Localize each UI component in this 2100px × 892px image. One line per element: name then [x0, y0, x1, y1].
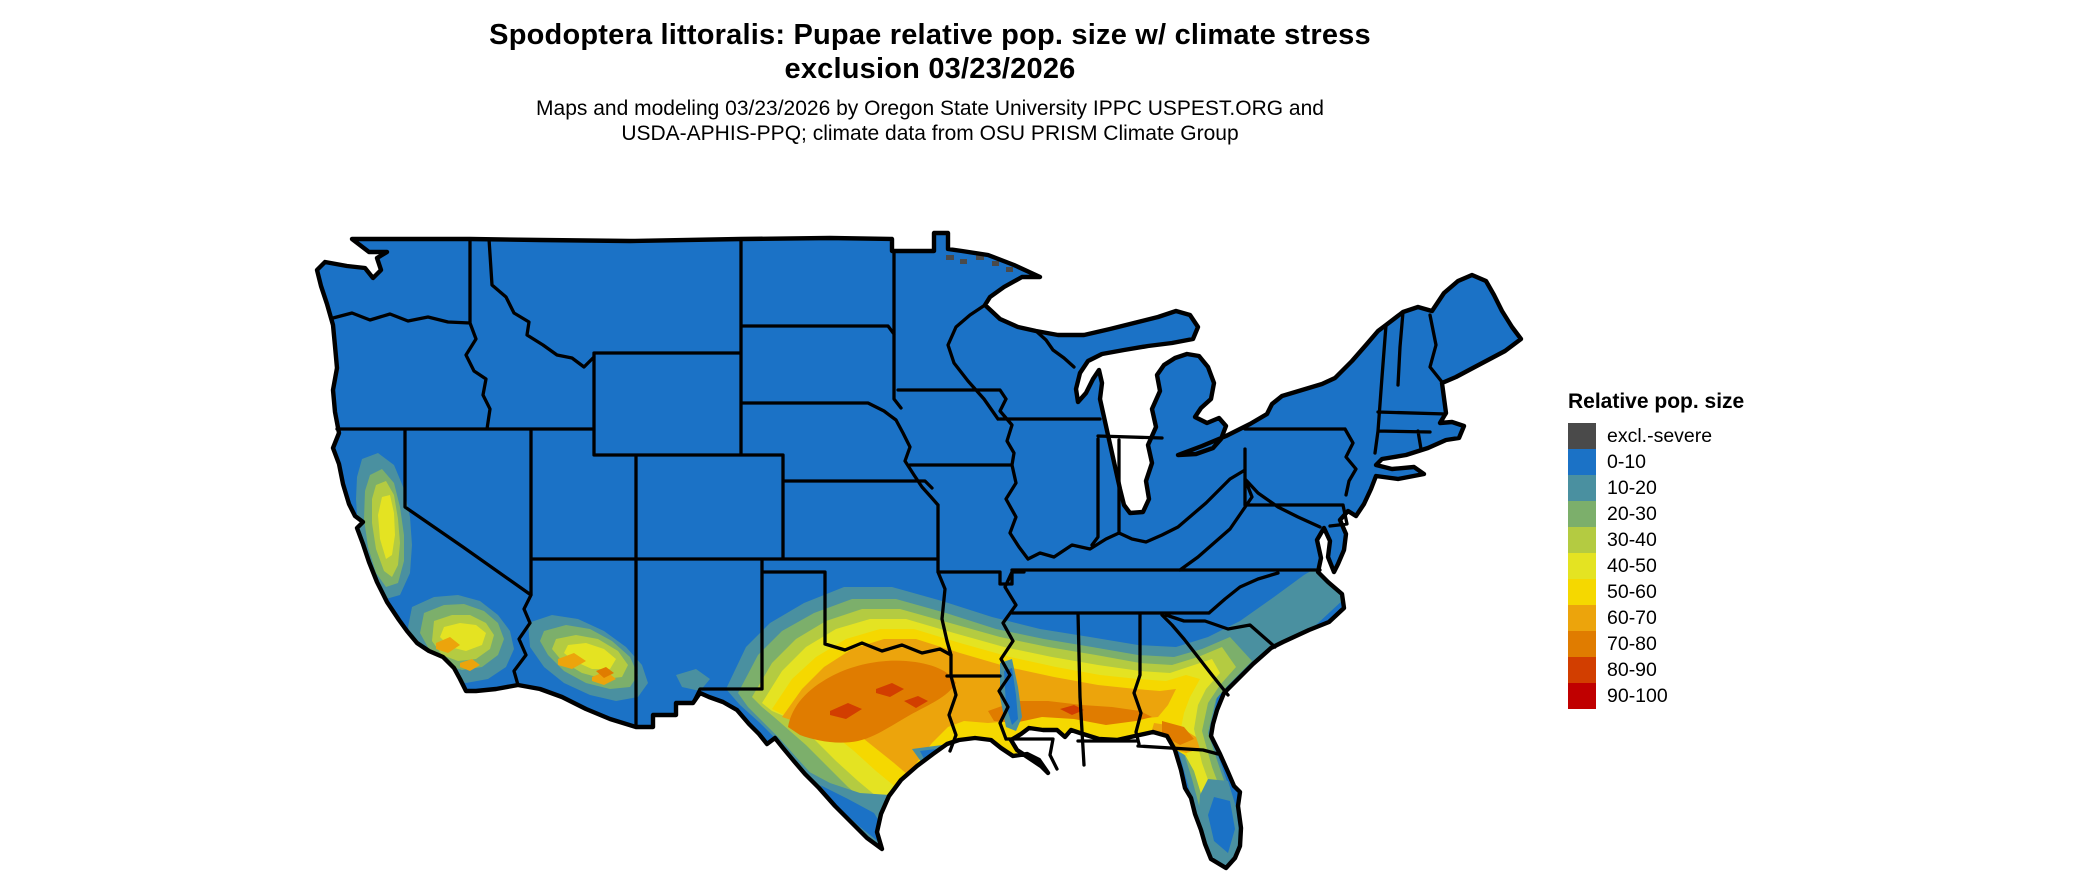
- legend-item: 40-50: [1568, 553, 1828, 579]
- figure-subtitle-line-2: USDA-APHIS-PPQ; climate data from OSU PR…: [621, 122, 1239, 145]
- legend-swatch: [1568, 449, 1596, 475]
- legend-swatch: [1568, 605, 1596, 631]
- figure-subtitle-line-1: Maps and modeling 03/23/2026 by Oregon S…: [536, 97, 1324, 120]
- legend-item: excl.-severe: [1568, 423, 1828, 449]
- legend-item: 60-70: [1568, 605, 1828, 631]
- legend-label: 80-90: [1607, 659, 1657, 681]
- figure-title-line-2: exclusion 03/23/2026: [784, 53, 1076, 85]
- legend-title: Relative pop. size: [1568, 390, 1745, 413]
- legend-item: 30-40: [1568, 527, 1828, 553]
- legend-label: 50-60: [1607, 581, 1657, 603]
- legend-swatch: [1568, 683, 1596, 709]
- legend-item: 90-100: [1568, 683, 1828, 709]
- figure-subtitle: Maps and modeling 03/23/2026 by Oregon S…: [0, 96, 1860, 146]
- us-outline: [314, 230, 1524, 871]
- legend-label: 30-40: [1607, 529, 1657, 551]
- region-excl-severe-specks: [946, 255, 1013, 272]
- figure-title-line-1: Spodoptera littoralis: Pupae relative po…: [489, 19, 1371, 51]
- region-70-80: [596, 660, 1194, 745]
- legend-swatch: [1568, 657, 1596, 683]
- legend: Relative pop. size excl.-severe 0-10 10-…: [1568, 390, 1828, 709]
- legend-item: 50-60: [1568, 579, 1828, 605]
- legend-label: 10-20: [1607, 477, 1657, 499]
- legend-swatch: [1568, 527, 1596, 553]
- region-80-90-specks: [830, 683, 1084, 719]
- legend-rows: excl.-severe 0-10 10-20 20-30 30-40 40-5…: [1568, 423, 1828, 709]
- legend-swatch: [1568, 631, 1596, 657]
- region-60-70: [436, 637, 1226, 868]
- legend-label: excl.-severe: [1607, 425, 1713, 447]
- legend-label: 60-70: [1607, 607, 1657, 629]
- legend-label: 70-80: [1607, 633, 1657, 655]
- legend-label: 90-100: [1607, 685, 1668, 707]
- legend-label: 20-30: [1607, 503, 1657, 525]
- state-borders: [331, 237, 1448, 771]
- legend-item: 0-10: [1568, 449, 1828, 475]
- legend-swatch: [1568, 501, 1596, 527]
- legend-item: 10-20: [1568, 475, 1828, 501]
- legend-label: 0-10: [1607, 451, 1647, 473]
- legend-swatch: [1568, 475, 1596, 501]
- title-block: Spodoptera littoralis: Pupae relative po…: [0, 18, 1860, 146]
- legend-label: 40-50: [1607, 555, 1657, 577]
- us-map: [314, 230, 1524, 871]
- legend-swatch: [1568, 553, 1596, 579]
- legend-item: 80-90: [1568, 657, 1828, 683]
- legend-swatch: [1568, 423, 1596, 449]
- legend-swatch: [1568, 579, 1596, 605]
- legend-item: 20-30: [1568, 501, 1828, 527]
- legend-item: 70-80: [1568, 631, 1828, 657]
